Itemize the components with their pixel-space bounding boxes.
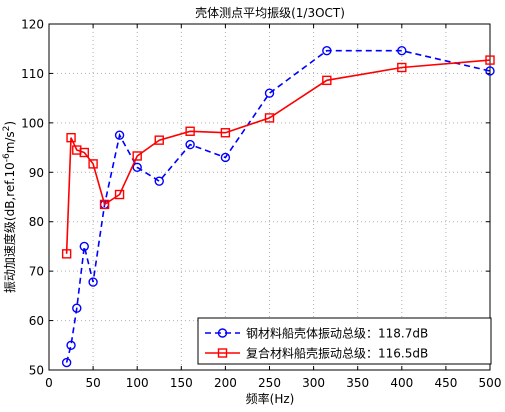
data-point (485, 66, 495, 76)
series-line (65, 59, 491, 254)
data-point (322, 45, 332, 56)
y-tick-label: 110 (21, 67, 44, 81)
legend-entry-steel: 钢材料船壳体振动总级：118.7dB (205, 327, 428, 341)
data-point (72, 303, 82, 313)
axes (48, 23, 491, 371)
data-point (397, 45, 407, 56)
data-point (220, 152, 231, 163)
legend-label-composite: 复合材料船壳振动总级：116.5dB (246, 346, 428, 361)
data-point (61, 357, 72, 368)
chart-title: 壳体测点平均振级(1/3OCT) (195, 6, 345, 20)
data-point (132, 162, 142, 173)
y-tick-label: 80 (29, 215, 44, 229)
series-composite (61, 55, 495, 259)
data-point (66, 132, 76, 143)
data-point (88, 159, 98, 169)
x-tick-label: 200 (214, 376, 237, 390)
series-layer (61, 45, 495, 368)
data-point (114, 130, 125, 140)
y-tick-label: 90 (29, 166, 44, 180)
y-axis-label-exponent: -6 (2, 153, 12, 162)
data-point (264, 88, 275, 98)
data-point (79, 241, 89, 252)
data-point (322, 75, 332, 86)
y-axis-label-close: ) (3, 121, 17, 126)
y-axis-label-main: 振动加速度级(dB,ref.10 (2, 162, 17, 293)
series-steel (61, 45, 495, 368)
data-point (114, 189, 125, 200)
x-tick-label: 450 (434, 376, 457, 390)
x-tick-label: 150 (170, 376, 193, 390)
legend: 钢材料船壳体振动总级：118.7dB 复合材料船壳振动总级：116.5dB (197, 317, 492, 365)
y-tick-label: 60 (29, 314, 44, 328)
data-point (99, 199, 110, 210)
x-tick-label: 400 (390, 376, 413, 390)
x-axis-label: 频率(Hz) (246, 391, 295, 406)
y-tick-label: 100 (21, 116, 44, 130)
data-point (264, 113, 275, 123)
data-point (485, 55, 495, 65)
series-line (65, 49, 491, 363)
y-tick-label: 50 (29, 364, 44, 378)
x-tick-label: 500 (479, 376, 502, 390)
y-tick-label: 120 (21, 18, 44, 32)
legend-entry-composite: 复合材料船壳振动总级：116.5dB (205, 346, 428, 361)
y-tick-labels: 50 60 70 80 90 100 110 120 (21, 18, 44, 378)
y-tick-label: 70 (29, 265, 44, 279)
data-point (66, 340, 76, 350)
data-point (220, 128, 231, 138)
data-point (61, 249, 72, 259)
x-tick-label: 50 (85, 376, 100, 390)
data-point (185, 126, 195, 136)
data-point (88, 277, 98, 287)
x-tick-label: 350 (346, 376, 369, 390)
x-tick-labels: 0 50 100 150 200 250 300 350 400 450 500 (45, 376, 501, 390)
x-tick-label: 0 (45, 376, 53, 390)
data-point (132, 151, 142, 161)
x-tick-label: 250 (258, 376, 281, 390)
y-axis-label-unit: m/s (3, 131, 17, 153)
legend-label-steel: 钢材料船壳体振动总级：118.7dB (246, 327, 428, 341)
y-axis-label: 振动加速度级(dB,ref.10-6m/s2) (2, 121, 17, 293)
x-tick-label: 300 (302, 376, 325, 390)
data-point (154, 135, 164, 145)
legend-marker-composite (217, 348, 228, 358)
legend-marker-steel (217, 328, 228, 338)
data-point (185, 139, 195, 150)
legend-box (197, 317, 492, 365)
y-axis-label-unit-exponent: 2 (2, 126, 12, 132)
data-point (154, 176, 164, 186)
data-point (79, 147, 89, 158)
x-tick-label: 100 (126, 376, 149, 390)
data-point (397, 62, 407, 73)
